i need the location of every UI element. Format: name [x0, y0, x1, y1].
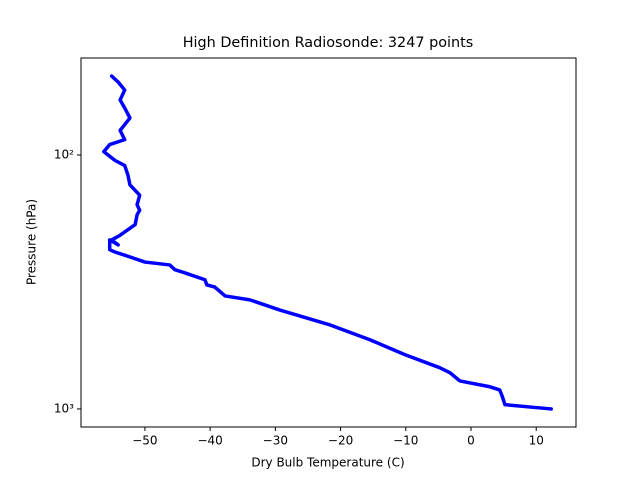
x-tick-label: −10: [393, 434, 418, 448]
plot-frame: [80, 57, 577, 428]
x-tick-label: −20: [328, 434, 353, 448]
x-tick-label: 0: [467, 434, 475, 448]
x-tick-label: −30: [263, 434, 288, 448]
x-axis-label: Dry Bulb Temperature (C): [251, 456, 404, 470]
chart-title: High Definition Radiosonde: 3247 points: [183, 35, 474, 51]
y-axis-label: Pressure (hPa): [25, 199, 39, 285]
x-tick-label: −40: [197, 434, 222, 448]
data-line: [102, 74, 553, 411]
x-tick-label: −50: [132, 434, 157, 448]
x-tick-label: 10: [529, 434, 544, 448]
y-tick-label: 10²: [54, 147, 74, 161]
y-tick-label: 10³: [54, 401, 74, 415]
